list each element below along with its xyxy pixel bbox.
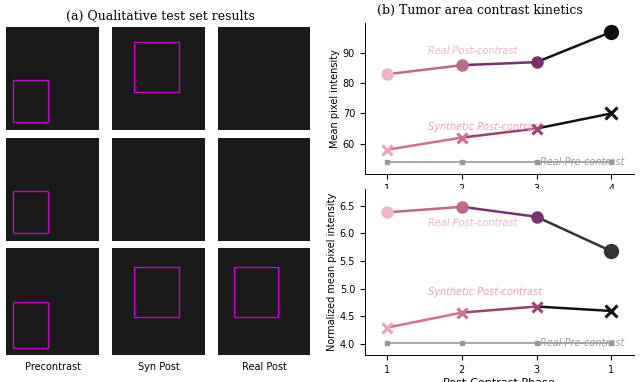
X-axis label: Post-Contrast Phase: Post-Contrast Phase bbox=[444, 378, 555, 382]
Bar bbox=[218, 248, 310, 355]
Bar bbox=[134, 42, 179, 92]
Bar bbox=[6, 138, 99, 241]
Text: Real Post-contrast: Real Post-contrast bbox=[428, 218, 518, 228]
Bar bbox=[13, 302, 48, 348]
Text: Real Pre-contrast: Real Pre-contrast bbox=[540, 338, 625, 348]
Text: (b) Tumor area contrast kinetics: (b) Tumor area contrast kinetics bbox=[377, 4, 583, 17]
Text: Syn Post: Syn Post bbox=[138, 363, 179, 372]
Bar bbox=[134, 267, 179, 317]
Bar bbox=[112, 27, 205, 130]
Text: Synthetic Post-contrast: Synthetic Post-contrast bbox=[428, 121, 542, 131]
X-axis label: Post-Contrast Phase: Post-Contrast Phase bbox=[444, 196, 555, 206]
Text: Real Post-contrast: Real Post-contrast bbox=[428, 46, 518, 56]
Bar bbox=[234, 267, 278, 317]
Y-axis label: Mean pixel intensity: Mean pixel intensity bbox=[330, 49, 340, 148]
Bar bbox=[112, 138, 205, 241]
Text: Precontrast: Precontrast bbox=[25, 363, 81, 372]
Y-axis label: Normalized mean pixel intensity: Normalized mean pixel intensity bbox=[327, 193, 337, 351]
Bar bbox=[6, 27, 99, 130]
Text: Real Post: Real Post bbox=[241, 363, 287, 372]
Bar bbox=[13, 191, 48, 233]
Text: Synthetic Post-contrast: Synthetic Post-contrast bbox=[428, 287, 542, 297]
Bar bbox=[13, 80, 48, 122]
Text: (a) Qualitative test set results: (a) Qualitative test set results bbox=[65, 10, 255, 23]
Bar bbox=[112, 248, 205, 355]
Bar bbox=[6, 248, 99, 355]
Text: Real Pre-contrast: Real Pre-contrast bbox=[540, 157, 625, 167]
Bar bbox=[218, 27, 310, 130]
Bar bbox=[218, 138, 310, 241]
